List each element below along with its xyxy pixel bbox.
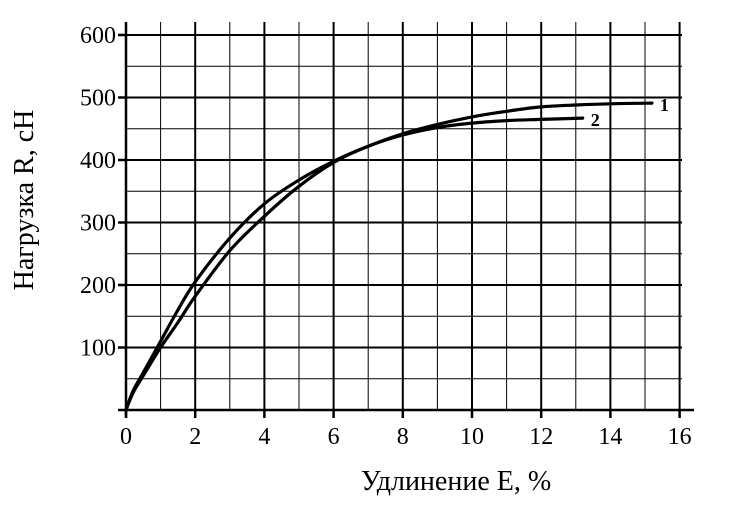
y-tick-label: 400 (80, 148, 116, 174)
grid (126, 22, 682, 410)
x-axis-title: Удлинение Е, % (361, 466, 551, 497)
y-tick-label: 100 (80, 336, 116, 362)
x-tick-label: 4 (258, 424, 270, 450)
axes (118, 22, 694, 418)
y-tick-label: 300 (80, 211, 116, 237)
y-tick-label: 200 (80, 273, 116, 299)
series-2-label: 2 (591, 110, 600, 130)
y-tick-label: 600 (80, 23, 116, 49)
y-axis-title: Нагрузка R, сН (9, 110, 40, 291)
series: 12 (124, 95, 669, 412)
x-tick-label: 12 (529, 424, 553, 450)
x-tick-label: 14 (598, 424, 622, 450)
series-1-label: 1 (660, 95, 669, 115)
x-tick-label: 10 (460, 424, 484, 450)
x-tick-label: 8 (397, 424, 409, 450)
y-tick-label: 500 (80, 86, 116, 112)
x-tick-label: 2 (189, 424, 201, 450)
series-1-line (124, 101, 654, 412)
series-2-line (124, 116, 585, 412)
x-tick-label: 0 (120, 424, 132, 450)
x-tick-label: 16 (668, 424, 692, 450)
x-tick-label: 6 (328, 424, 340, 450)
